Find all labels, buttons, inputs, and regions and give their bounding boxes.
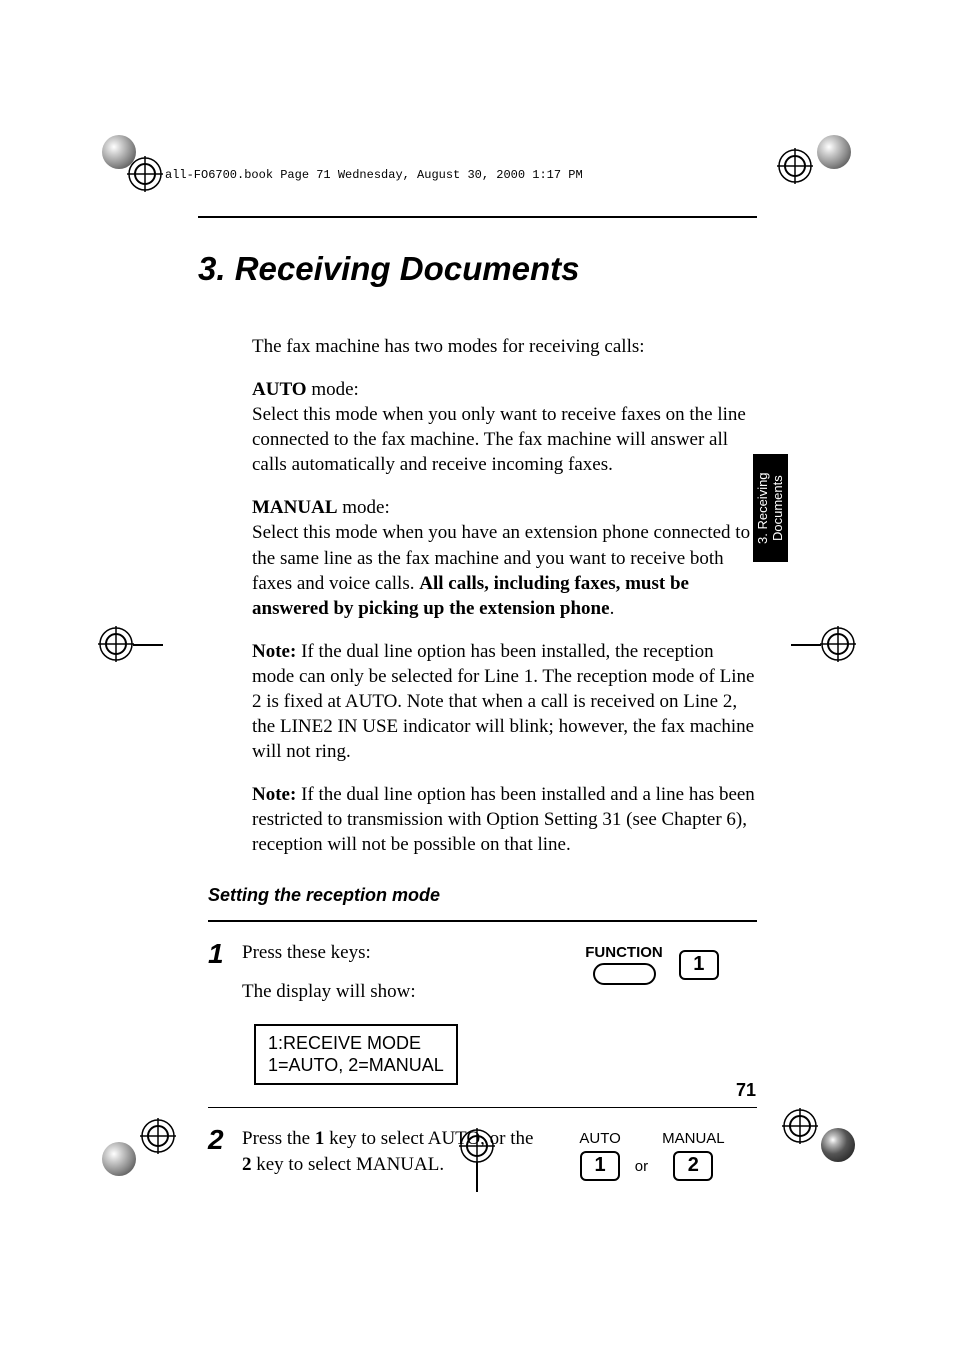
manual-mode-body-post: . <box>610 598 615 619</box>
regmark-sphere <box>817 135 851 169</box>
step2-mid: key to select AUTO, or the <box>324 1128 533 1149</box>
book-header-line: all-FO6700.book Page 71 Wednesday, Augus… <box>165 168 583 182</box>
side-tab-label: 3. Receiving Documents <box>756 454 786 562</box>
auto-caption: AUTO <box>579 1130 620 1147</box>
chapter-title: 3. Receiving Documents <box>198 250 757 288</box>
auto-mode-paragraph: AUTO mode: Select this mode when you onl… <box>252 377 757 477</box>
top-rule <box>198 216 757 218</box>
manual-mode-paragraph: MANUAL mode: Select this mode when you h… <box>252 495 757 620</box>
regmark-crosshair <box>98 626 134 662</box>
lcd-line-1: 1:RECEIVE MODE <box>268 1033 421 1053</box>
step2-text: Press the 1 key to select AUTO, or the 2… <box>242 1126 537 1179</box>
page-content: 3. Receiving Documents The fax machine h… <box>198 250 757 1213</box>
key-choice-row: AUTO 1 or MANUAL 2 <box>579 1130 724 1181</box>
manual-mode-label: MANUAL <box>252 497 338 518</box>
lcd-display: 1:RECEIVE MODE 1=AUTO, 2=MANUAL <box>254 1024 458 1085</box>
note-2: Note: If the dual line option has been i… <box>252 782 757 857</box>
numeric-key-2-icon: 2 <box>673 1151 713 1181</box>
step-body: Press these keys: The display will show:… <box>242 940 547 1084</box>
step-number: 1 <box>208 940 242 1084</box>
intro-text: The fax machine has two modes for receiv… <box>252 334 757 359</box>
regmark-bar <box>133 644 163 646</box>
page-number: 71 <box>736 1080 756 1101</box>
step-2-keys: AUTO 1 or MANUAL 2 <box>547 1126 757 1191</box>
regmark-crosshair <box>782 1108 818 1144</box>
note-1-body: If the dual line option has been install… <box>252 641 754 762</box>
subheading: Setting the reception mode <box>208 885 757 906</box>
regmark-crosshair <box>140 1118 176 1154</box>
step1-line-a: Press these keys: <box>242 940 537 967</box>
regmark-crosshair <box>777 148 813 184</box>
regmark-crosshair <box>820 626 856 662</box>
step1-line-b: The display will show: <box>242 979 537 1006</box>
manual-key-column: MANUAL 2 <box>662 1130 725 1181</box>
auto-key-column: AUTO 1 <box>579 1130 620 1181</box>
regmark-sphere <box>821 1128 855 1162</box>
step2-pre: Press the <box>242 1128 315 1149</box>
numeric-key-1-icon: 1 <box>679 950 719 980</box>
note-2-body: If the dual line option has been install… <box>252 784 755 855</box>
or-text: or <box>635 1158 648 1181</box>
function-key-group: FUNCTION <box>585 944 663 985</box>
function-key-label: FUNCTION <box>585 944 663 961</box>
note-label: Note: <box>252 784 296 805</box>
function-key-row: FUNCTION 1 <box>585 944 719 985</box>
chapter-side-tab: 3. Receiving Documents <box>753 454 788 562</box>
function-key-icon <box>593 963 656 985</box>
regmark-sphere <box>102 1142 136 1176</box>
step-body: Press the 1 key to select AUTO, or the 2… <box>242 1126 547 1191</box>
step2-post: key to select MANUAL. <box>252 1154 445 1175</box>
note-label: Note: <box>252 641 296 662</box>
step2-key2: 2 <box>242 1154 252 1175</box>
step-1-keys: FUNCTION 1 <box>547 940 757 1084</box>
regmark-bar <box>791 644 821 646</box>
step-2: 2 Press the 1 key to select AUTO, or the… <box>208 1108 757 1213</box>
auto-mode-label: AUTO <box>252 379 307 400</box>
mode-suffix: mode: <box>307 379 359 400</box>
body-column: The fax machine has two modes for receiv… <box>252 334 757 857</box>
step-1: 1 Press these keys: The display will sho… <box>208 922 757 1106</box>
step-number: 2 <box>208 1126 242 1191</box>
regmark-crosshair <box>127 156 163 192</box>
step2-key1: 1 <box>315 1128 325 1149</box>
manual-caption: MANUAL <box>662 1130 725 1147</box>
lcd-line-2: 1=AUTO, 2=MANUAL <box>268 1055 444 1075</box>
note-1: Note: If the dual line option has been i… <box>252 639 757 764</box>
mode-suffix: mode: <box>338 497 390 518</box>
numeric-key-1-icon: 1 <box>580 1151 620 1181</box>
auto-mode-body: Select this mode when you only want to r… <box>252 404 746 475</box>
